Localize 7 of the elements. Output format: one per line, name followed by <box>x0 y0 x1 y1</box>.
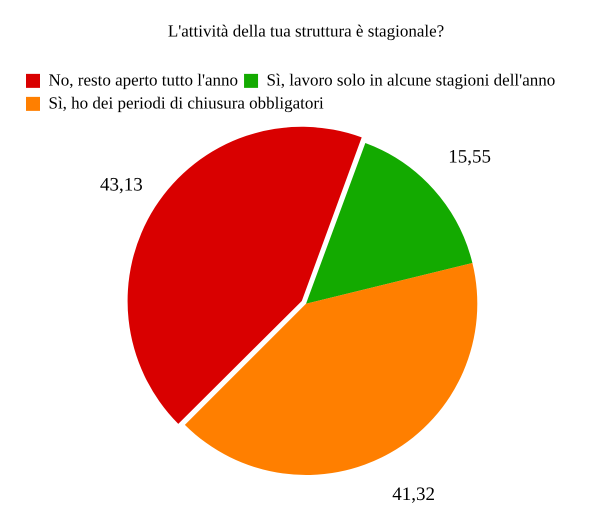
data-label: 15,55 <box>448 146 492 168</box>
legend-label: No, resto aperto tutto l'anno <box>48 70 238 90</box>
data-label: 41,32 <box>392 484 435 505</box>
data-label: 43,13 <box>100 174 143 196</box>
legend-label: Sì, ho dei periodi di chiusura obbligatori <box>48 93 324 112</box>
chart-title: L'attività della tua struttura è stagionale? <box>168 22 444 41</box>
legend-label: Sì, lavoro solo in alcune stagioni dell'anno <box>266 70 556 90</box>
